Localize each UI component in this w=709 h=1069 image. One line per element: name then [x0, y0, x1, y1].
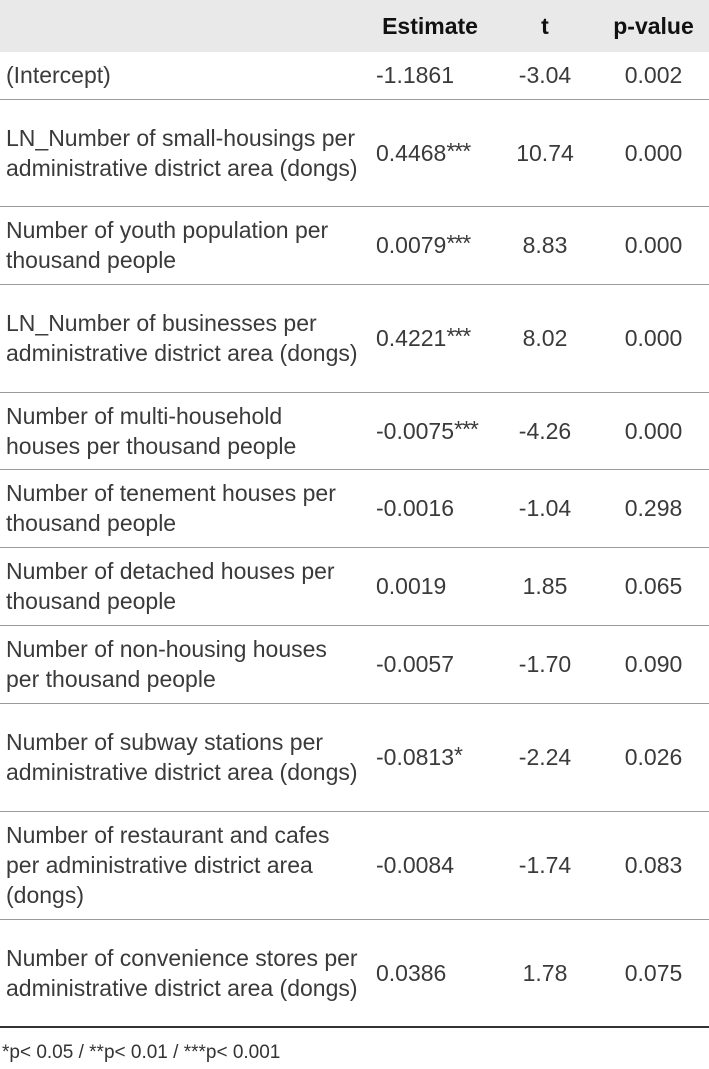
- t-cell: -4.26: [492, 392, 598, 470]
- estimate-value: -0.0813: [376, 744, 455, 770]
- regression-table: Estimate t p-value (Intercept) -1.1861 -…: [0, 0, 709, 1028]
- table-body: (Intercept) -1.1861 -3.04 0.002 LN_Numbe…: [0, 52, 709, 1028]
- estimate-value: -0.0057: [376, 651, 455, 677]
- table-row: Number of multi-household houses per tho…: [0, 392, 709, 470]
- significance-marker: ***: [446, 137, 471, 164]
- estimate-cell: 0.0079***: [368, 206, 492, 285]
- estimate-cell: 0.0019: [368, 547, 492, 626]
- p-value-cell: 0.298: [598, 469, 709, 548]
- variable-cell: Number of tenement houses per thousand p…: [0, 469, 368, 548]
- p-value-cell: 0.000: [598, 206, 709, 285]
- variable-cell: (Intercept): [0, 52, 368, 100]
- p-value-cell: 0.000: [598, 392, 709, 470]
- t-cell: -1.74: [492, 811, 598, 920]
- p-value-cell: 0.000: [598, 284, 709, 393]
- p-value-cell: 0.065: [598, 547, 709, 626]
- variable-cell: Number of subway stations per administra…: [0, 703, 368, 812]
- significance-marker: ***: [446, 230, 471, 256]
- estimate-cell: -0.0813*: [368, 703, 492, 812]
- header-estimate: Estimate: [382, 12, 478, 39]
- p-value-cell: 0.083: [598, 811, 709, 920]
- table-row: Number of detached houses per thousand p…: [0, 547, 709, 626]
- estimate-value: -1.1861: [376, 62, 455, 89]
- t-cell: -1.04: [492, 469, 598, 548]
- variable-cell: Number of restaurant and cafes per admin…: [0, 811, 368, 920]
- estimate-cell: 0.0386: [368, 919, 492, 1028]
- table-row: Number of youth population per thousand …: [0, 206, 709, 285]
- estimate-cell: -0.0075***: [368, 392, 492, 470]
- p-value-cell: 0.026: [598, 703, 709, 812]
- header-t: t: [541, 12, 549, 39]
- t-cell: 8.83: [492, 206, 598, 285]
- p-value-cell: 0.090: [598, 625, 709, 704]
- estimate-cell: 0.4468***: [368, 99, 492, 207]
- estimate-cell: 0.4221***: [368, 284, 492, 393]
- significance-marker: ***: [446, 323, 471, 349]
- estimate-cell: -1.1861: [368, 52, 492, 100]
- t-cell: 1.85: [492, 547, 598, 626]
- variable-cell: Number of non-housing houses per thousan…: [0, 625, 368, 704]
- t-cell: 1.78: [492, 919, 598, 1028]
- header-p-value: p-value: [613, 12, 694, 39]
- table-row: (Intercept) -1.1861 -3.04 0.002: [0, 52, 709, 100]
- p-value-cell: 0.075: [598, 919, 709, 1028]
- p-value-cell: 0.002: [598, 52, 709, 100]
- p-value-cell: 0.000: [598, 99, 709, 207]
- estimate-value: -0.0016: [376, 495, 455, 521]
- variable-cell: Number of multi-household houses per tho…: [0, 392, 368, 470]
- t-cell: -2.24: [492, 703, 598, 812]
- significance-marker: *: [454, 742, 463, 768]
- table-row: LN_Number of businesses per administrati…: [0, 284, 709, 393]
- variable-cell: LN_Number of businesses per administrati…: [0, 284, 368, 393]
- estimate-cell: -0.0084: [368, 811, 492, 920]
- t-cell: -1.70: [492, 625, 598, 704]
- significance-marker: ***: [454, 415, 479, 442]
- estimate-value: 0.0019: [376, 573, 447, 599]
- estimate-value: 0.4468: [376, 139, 447, 166]
- t-cell: -3.04: [492, 52, 598, 100]
- table-row: LN_Number of small-housings per administ…: [0, 99, 709, 207]
- significance-footnote: *p< 0.05 / **p< 0.01 / ***p< 0.001: [2, 1042, 281, 1063]
- variable-cell: Number of detached houses per thousand p…: [0, 547, 368, 626]
- variable-cell: LN_Number of small-housings per administ…: [0, 99, 368, 207]
- estimate-value: 0.4221: [376, 325, 447, 351]
- estimate-value: -0.0084: [376, 852, 455, 878]
- variable-cell: Number of convenience stores per adminis…: [0, 919, 368, 1028]
- table-row: Number of non-housing houses per thousan…: [0, 625, 709, 704]
- t-cell: 8.02: [492, 284, 598, 393]
- estimate-value: -0.0075: [376, 417, 455, 444]
- table-row: Number of convenience stores per adminis…: [0, 919, 709, 1028]
- t-cell: 10.74: [492, 99, 598, 207]
- header-variable: [0, 0, 368, 52]
- estimate-value: 0.0079: [376, 232, 447, 258]
- estimate-cell: -0.0016: [368, 469, 492, 548]
- estimate-value: 0.0386: [376, 959, 447, 986]
- table-row: Number of restaurant and cafes per admin…: [0, 811, 709, 920]
- variable-cell: Number of youth population per thousand …: [0, 206, 368, 285]
- estimate-cell: -0.0057: [368, 625, 492, 704]
- header-row: Estimate t p-value: [0, 0, 709, 52]
- table-row: Number of subway stations per administra…: [0, 703, 709, 812]
- table-row: Number of tenement houses per thousand p…: [0, 469, 709, 548]
